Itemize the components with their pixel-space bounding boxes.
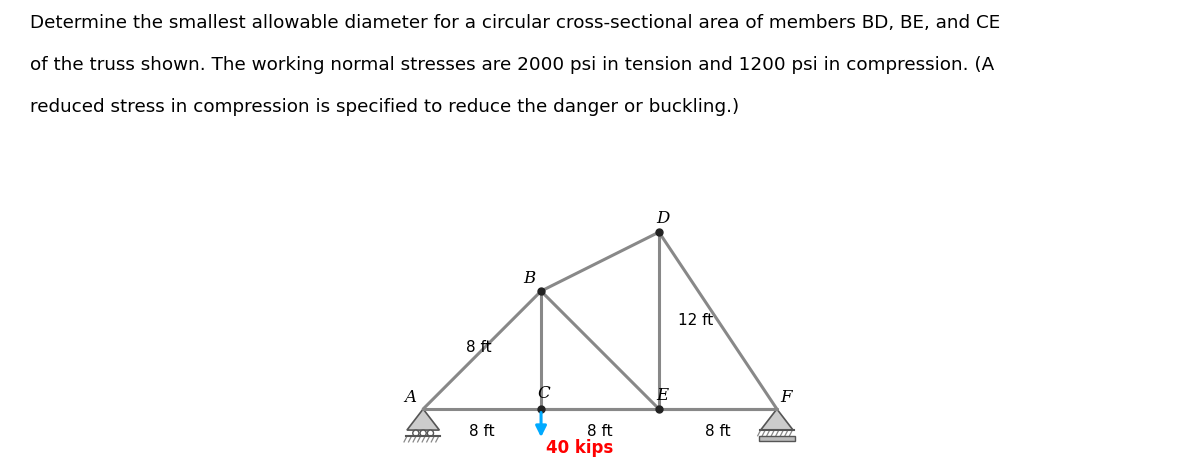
Text: 8 ft: 8 ft [467, 339, 492, 355]
Text: reduced stress in compression is specified to reduce the danger or buckling.): reduced stress in compression is specifi… [30, 98, 739, 116]
Text: Determine the smallest allowable diameter for a circular cross-sectional area of: Determine the smallest allowable diamete… [30, 14, 1001, 32]
Polygon shape [407, 409, 439, 430]
Text: 12 ft: 12 ft [678, 313, 713, 328]
Text: 8 ft: 8 ft [706, 424, 731, 438]
Text: D: D [656, 210, 670, 227]
Text: 40 kips: 40 kips [546, 439, 613, 457]
Text: of the truss shown. The working normal stresses are 2000 psi in tension and 1200: of the truss shown. The working normal s… [30, 56, 995, 74]
Text: B: B [523, 270, 535, 287]
Circle shape [427, 430, 433, 436]
Text: A: A [404, 389, 416, 406]
Text: F: F [781, 389, 792, 406]
Polygon shape [761, 409, 793, 430]
Text: C: C [538, 385, 551, 402]
Text: 8 ft: 8 ft [469, 424, 494, 438]
Circle shape [420, 430, 426, 436]
Text: E: E [656, 387, 668, 404]
Circle shape [413, 430, 419, 436]
Text: 8 ft: 8 ft [587, 424, 613, 438]
Polygon shape [760, 436, 794, 441]
